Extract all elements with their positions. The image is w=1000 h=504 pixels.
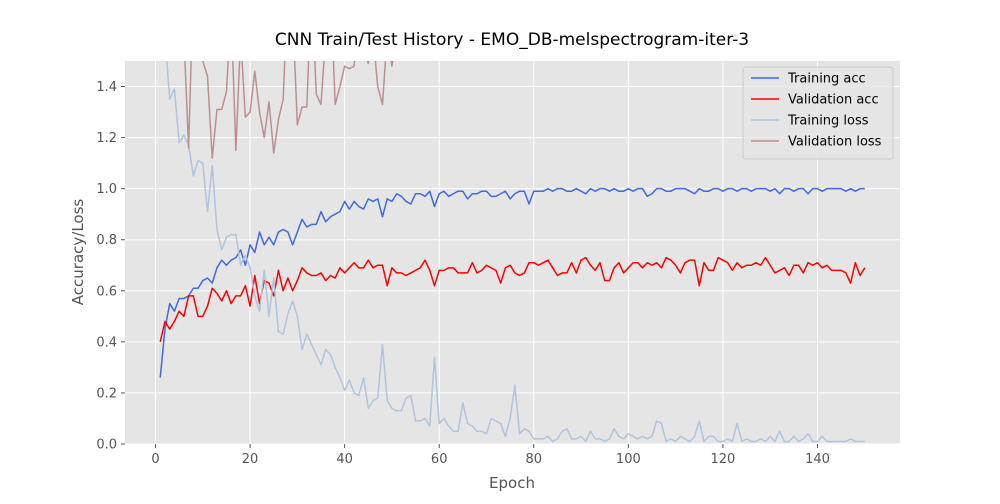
y-tick-label: 1.4 bbox=[96, 80, 117, 95]
legend-label: Validation loss bbox=[788, 135, 882, 150]
ticks: 0 20 40 60 80 100 120 140 0.0 0.2 0.4 0.6 0.8 1.0 1.2 1… bbox=[96, 80, 830, 467]
y-tick-label: 1.2 bbox=[96, 131, 117, 146]
chart-title: CNN Train/Test History - EMO_DB-melspect… bbox=[275, 30, 749, 50]
legend-label: Validation acc bbox=[788, 93, 879, 108]
x-tick-label: 120 bbox=[711, 452, 736, 467]
x-axis-label: Epoch bbox=[489, 474, 535, 492]
y-tick-label: 0.0 bbox=[96, 438, 117, 453]
x-tick-label: 140 bbox=[805, 452, 830, 467]
y-tick-label: 0.2 bbox=[96, 386, 117, 401]
x-tick-label: 80 bbox=[526, 452, 543, 467]
series-line bbox=[159, 187, 865, 378]
x-tick-label: 60 bbox=[431, 452, 448, 467]
legend-label: Training acc bbox=[787, 72, 866, 87]
series-line bbox=[184, 61, 394, 159]
legend-label: Training loss bbox=[787, 114, 869, 129]
y-tick-label: 0.4 bbox=[96, 335, 117, 350]
y-axis-label: Accuracy/Loss bbox=[69, 199, 87, 306]
x-tick-label: 0 bbox=[151, 452, 159, 467]
legend-box bbox=[742, 66, 894, 160]
y-tick-label: 0.6 bbox=[96, 284, 117, 299]
legend: Training acc Validation acc Training loss V… bbox=[742, 66, 894, 160]
lines bbox=[159, 61, 866, 443]
series-line bbox=[159, 256, 866, 343]
y-tick-label: 1.0 bbox=[96, 182, 117, 197]
x-tick-label: 100 bbox=[616, 452, 641, 467]
x-tick-label: 20 bbox=[242, 452, 259, 467]
x-tick-label: 40 bbox=[336, 452, 353, 467]
y-tick-label: 0.8 bbox=[96, 233, 117, 248]
series-line bbox=[166, 61, 865, 443]
